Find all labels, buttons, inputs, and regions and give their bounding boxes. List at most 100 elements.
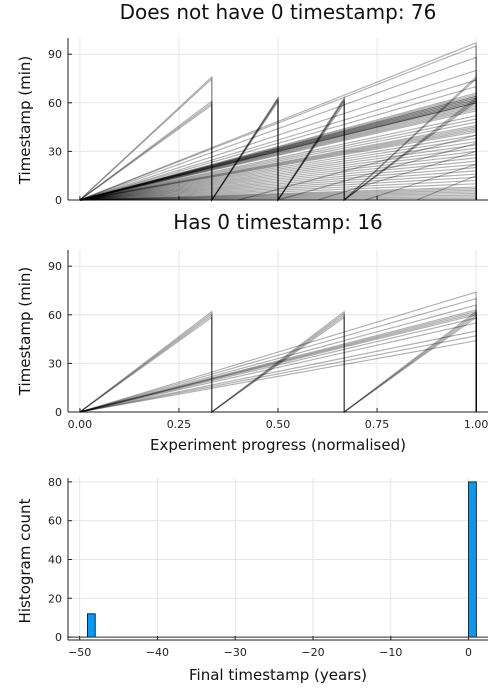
series-line bbox=[79, 183, 477, 201]
y-tick-label: 30 bbox=[48, 357, 62, 370]
series-line bbox=[79, 102, 477, 201]
y-tick-label: 0 bbox=[55, 406, 62, 419]
series-line bbox=[79, 304, 477, 413]
y-tick-label: 40 bbox=[48, 553, 62, 566]
x-axis-label: Final timestamp (years) bbox=[189, 666, 367, 684]
histogram-bar bbox=[87, 613, 96, 638]
y-tick-label: 20 bbox=[48, 592, 62, 605]
series-line bbox=[277, 142, 477, 201]
y-tick-label: 90 bbox=[48, 260, 62, 273]
series-line bbox=[317, 150, 477, 201]
y-tick-label: 60 bbox=[48, 309, 62, 322]
y-tick-label: 30 bbox=[48, 145, 62, 158]
series-line bbox=[79, 97, 477, 201]
series-line bbox=[79, 144, 477, 201]
series-line bbox=[79, 137, 477, 201]
series-line bbox=[79, 79, 477, 201]
series-line bbox=[79, 173, 477, 201]
x-tick-label: −30 bbox=[224, 646, 247, 659]
series-line bbox=[79, 86, 477, 201]
series-line bbox=[79, 150, 477, 201]
series-line bbox=[79, 115, 477, 201]
series-line bbox=[79, 131, 477, 201]
series-line bbox=[79, 335, 477, 413]
series-line bbox=[79, 160, 477, 201]
series-line bbox=[79, 176, 477, 201]
x-tick-label: 0.00 bbox=[68, 418, 93, 431]
series-line bbox=[79, 186, 477, 201]
series-line bbox=[79, 95, 477, 201]
series-line bbox=[79, 124, 477, 201]
series-line bbox=[79, 314, 477, 414]
series-line bbox=[79, 77, 477, 202]
series-line bbox=[79, 103, 477, 201]
series-lines bbox=[79, 291, 477, 414]
series-line bbox=[79, 312, 477, 413]
series-line bbox=[79, 98, 477, 201]
y-tick-label: 0 bbox=[55, 631, 62, 644]
grid bbox=[68, 250, 488, 413]
y-axis-label: Timestamp (min) bbox=[16, 267, 34, 397]
series-line bbox=[79, 97, 477, 201]
series-line bbox=[79, 105, 477, 201]
series-line bbox=[79, 75, 477, 203]
series-line bbox=[79, 163, 477, 201]
series-line bbox=[79, 316, 477, 414]
series-line bbox=[79, 147, 477, 201]
series-line bbox=[79, 310, 477, 414]
series-line bbox=[79, 188, 477, 201]
series-line bbox=[79, 100, 477, 201]
series-line bbox=[79, 340, 477, 413]
series-line bbox=[79, 291, 477, 413]
x-tick-label: −10 bbox=[379, 646, 402, 659]
x-tick-label: 0.75 bbox=[365, 418, 390, 431]
series-line bbox=[79, 92, 477, 201]
x-tick-label: 0 bbox=[465, 646, 472, 659]
series-line bbox=[79, 322, 477, 413]
series-line bbox=[79, 189, 477, 201]
series-line bbox=[79, 129, 477, 201]
series-line bbox=[79, 310, 477, 413]
series-line bbox=[79, 192, 477, 201]
series-line bbox=[79, 94, 477, 201]
series-line bbox=[79, 194, 477, 201]
x-tick-label: 1.00 bbox=[464, 418, 489, 431]
series-line bbox=[79, 107, 477, 201]
grid bbox=[68, 478, 488, 640]
series-line bbox=[79, 95, 477, 203]
series-line bbox=[79, 191, 477, 201]
series-line bbox=[79, 128, 477, 201]
panel-top-no-zero-timestamp: Does not have 0 timestamp: 76 Timestamp … bbox=[16, 0, 488, 207]
series-line bbox=[79, 312, 477, 414]
series-line bbox=[79, 98, 477, 201]
series-line bbox=[79, 56, 477, 201]
series-line bbox=[79, 179, 477, 201]
series-line bbox=[79, 110, 477, 201]
series-line bbox=[79, 118, 477, 201]
series-line bbox=[79, 317, 477, 413]
series-line bbox=[79, 100, 477, 201]
series-line bbox=[79, 309, 477, 413]
chart-title: Does not have 0 timestamp: 76 bbox=[120, 0, 437, 24]
series-line bbox=[79, 121, 477, 201]
series-line bbox=[79, 42, 477, 201]
series-line bbox=[79, 298, 477, 413]
series-line bbox=[364, 163, 477, 201]
series-line bbox=[79, 197, 477, 201]
series-line bbox=[79, 126, 477, 201]
series-line bbox=[238, 134, 477, 201]
series-line bbox=[79, 154, 477, 201]
series-line bbox=[79, 99, 477, 202]
x-tick-label: −20 bbox=[301, 646, 324, 659]
series-line bbox=[79, 157, 477, 201]
series-line bbox=[79, 330, 477, 413]
x-tick-label: −50 bbox=[68, 646, 91, 659]
series-line bbox=[79, 170, 477, 201]
series-line bbox=[79, 196, 477, 201]
y-tick-label: 80 bbox=[48, 476, 62, 489]
series-line bbox=[416, 175, 477, 201]
y-tick-label: 0 bbox=[55, 194, 62, 207]
series-lines bbox=[79, 42, 477, 203]
x-tick-label: 0.25 bbox=[167, 418, 192, 431]
